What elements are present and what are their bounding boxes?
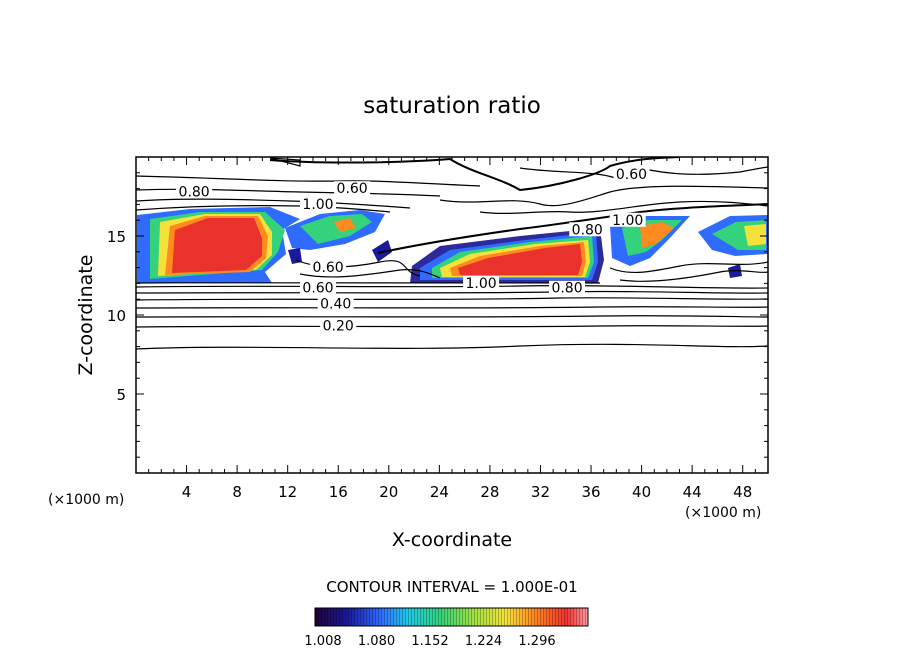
- colorbar-tick-label: 1.008: [304, 634, 341, 649]
- contour-line: [479, 200, 768, 214]
- contour-line: [439, 185, 768, 207]
- contour-label-bg: [613, 166, 650, 181]
- contour-line: [519, 167, 621, 181]
- contour-label: 0.40: [320, 297, 351, 313]
- plot-frame: [135, 156, 769, 474]
- contour-line: [136, 284, 768, 289]
- x-tick-label: 4: [182, 483, 192, 501]
- contour-label: 0.20: [323, 319, 354, 335]
- colorbar-stripes: [315, 608, 588, 626]
- contour-label-bg: [310, 260, 347, 275]
- contour-label: 0.80: [179, 184, 210, 200]
- contour-line: [619, 269, 768, 282]
- contour-label: 0.60: [337, 181, 368, 197]
- contour-label: 0.60: [313, 260, 344, 276]
- contour-line: [136, 297, 768, 301]
- contour-label: 0.80: [551, 281, 582, 297]
- contour-lines: [136, 157, 768, 350]
- x-tick-label: 8: [232, 483, 242, 501]
- contour-line: [299, 269, 441, 279]
- contour-line: [639, 166, 768, 175]
- colorbar-tick-label: 1.224: [465, 634, 502, 649]
- contour-labels: 0.600.801.000.600.801.001.00 0.800.600.40…: [176, 166, 650, 335]
- contour-label: 1.00: [302, 197, 333, 213]
- contour-line: [269, 157, 301, 167]
- x-tick-label: 16: [329, 483, 348, 501]
- contour-line: [136, 282, 601, 284]
- contour-label-bg: [609, 212, 646, 227]
- contour-label-bg: [300, 280, 337, 295]
- y-tick-label: 10: [107, 307, 126, 325]
- contour-label-bg: [320, 318, 357, 333]
- contour-line: [377, 203, 768, 254]
- y-tick-label: 5: [116, 386, 126, 404]
- contour-line: [136, 306, 768, 309]
- colorbar-tick-label: 1.296: [518, 634, 555, 649]
- y-axis-label: Z-coordinate: [75, 255, 97, 376]
- contour-label: 0.80: [572, 222, 603, 238]
- x-tick-labels: 4 8 12 16 20 24 28 32 36 40 44 48: [182, 483, 752, 501]
- contour-label-bg: [569, 222, 606, 237]
- contour-label-bg: [549, 280, 586, 295]
- colorbar-tick-labels: 1.008 1.080 1.152 1.224 1.296: [304, 634, 555, 649]
- contour-label-bg: [300, 196, 337, 211]
- contour-line: [136, 343, 768, 350]
- x-tick-label: 44: [683, 483, 702, 501]
- colorbar-tick-label: 1.152: [411, 634, 448, 649]
- colorbar: 1.008 1.080 1.152 1.224 1.296: [304, 607, 589, 649]
- x-tick-label: 20: [379, 483, 398, 501]
- contour-line: [269, 157, 681, 192]
- shaded-region-center: [410, 228, 604, 283]
- contour-line: [136, 315, 768, 318]
- x-tick-label: 40: [632, 483, 651, 501]
- x-unit-right: (×1000 m): [685, 505, 761, 521]
- y-tick-labels: 5 10 15: [107, 228, 126, 404]
- x-tick-label: 36: [581, 483, 600, 501]
- chart-title: saturation ratio: [363, 93, 541, 119]
- contour-interval-label: CONTOUR INTERVAL = 1.000E-01: [326, 578, 577, 596]
- contour-label: 1.00: [612, 213, 643, 229]
- contour-label: 1.00: [465, 276, 496, 292]
- x-tick-label: 28: [480, 483, 499, 501]
- x-unit-left: (×1000 m): [48, 492, 124, 508]
- shaded-region-left: [137, 207, 392, 283]
- x-tick-label: 48: [733, 483, 752, 501]
- y-tick-label: 15: [107, 228, 126, 246]
- contour-line: [136, 205, 391, 213]
- shaded-region-right: [610, 215, 768, 278]
- contour-label-bg: [317, 296, 354, 311]
- contour-label-bg: [334, 181, 371, 196]
- x-tick-label: 32: [531, 483, 550, 501]
- x-tick-label: 12: [278, 483, 297, 501]
- contour-line: [136, 198, 411, 209]
- supersaturation-shading: [137, 207, 768, 283]
- contour-label-bg: [176, 184, 213, 199]
- contour-line: [136, 175, 481, 187]
- x-tick-label: 24: [430, 483, 449, 501]
- contour-line: [136, 290, 768, 294]
- x-axis-label: X-coordinate: [392, 529, 512, 551]
- contour-line: [136, 325, 768, 328]
- contour-label: 0.60: [616, 167, 647, 183]
- contour-label: 0.60: [302, 281, 333, 297]
- contour-line: [609, 261, 768, 274]
- axis-ticks: [136, 157, 768, 473]
- colorbar-tick-label: 1.080: [358, 634, 395, 649]
- contour-label-bg: [463, 275, 500, 290]
